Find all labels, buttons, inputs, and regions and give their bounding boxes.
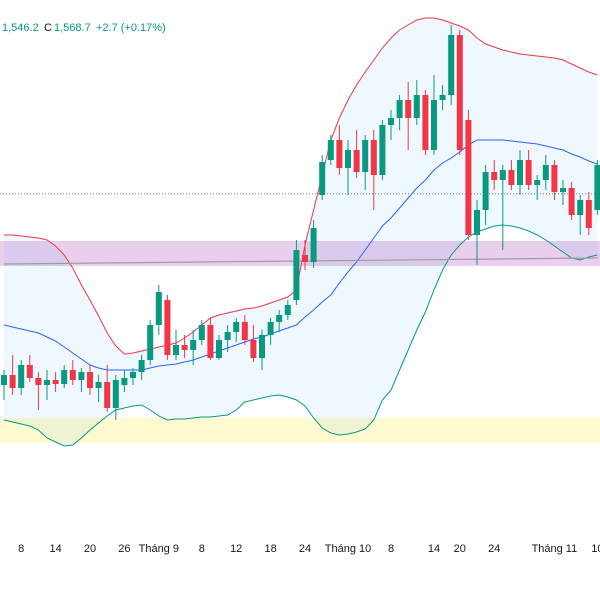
candle-body bbox=[44, 380, 50, 385]
candle-body bbox=[233, 322, 240, 332]
header-change: +2.7 (+0.17%) bbox=[96, 22, 166, 34]
x-tick-label: 24 bbox=[488, 543, 500, 555]
candle-body bbox=[542, 165, 549, 180]
candle-body bbox=[534, 180, 541, 185]
candle-body bbox=[499, 170, 506, 180]
x-tick-label: 18 bbox=[264, 543, 276, 555]
candle-body bbox=[293, 250, 300, 300]
x-tick-label: 14 bbox=[428, 543, 440, 555]
candle-body bbox=[422, 95, 429, 150]
candle-body bbox=[345, 150, 351, 168]
x-tick-label: 20 bbox=[84, 543, 96, 555]
candle-body bbox=[482, 172, 489, 210]
candle-body bbox=[284, 305, 291, 315]
candle-body bbox=[138, 360, 145, 372]
candle-body bbox=[216, 340, 222, 358]
candle-body bbox=[439, 95, 446, 100]
zone bbox=[0, 241, 600, 266]
x-tick-label: 12 bbox=[230, 543, 242, 555]
candle-body bbox=[259, 335, 265, 358]
band-fill bbox=[4, 18, 598, 446]
candle-body bbox=[379, 125, 386, 175]
candle-body bbox=[87, 372, 93, 388]
candle-body bbox=[78, 372, 85, 380]
candle-body bbox=[474, 210, 480, 235]
x-tick-label: 10 bbox=[591, 543, 600, 555]
x-tick-label: Tháng 9 bbox=[139, 543, 179, 555]
candle-body bbox=[353, 150, 360, 172]
candle-body bbox=[267, 322, 274, 335]
candle-body bbox=[173, 345, 179, 355]
candle-body bbox=[551, 165, 558, 192]
candle-body bbox=[336, 140, 343, 168]
candle-body bbox=[198, 325, 205, 340]
candle-body bbox=[276, 315, 283, 322]
candle-body bbox=[52, 380, 59, 384]
candle-body bbox=[250, 340, 257, 358]
candle-body bbox=[155, 292, 162, 325]
band-line bbox=[3, 224, 598, 447]
candle-body bbox=[370, 140, 377, 175]
candle-body bbox=[207, 325, 214, 358]
candle-body bbox=[594, 165, 600, 210]
candle-body bbox=[61, 370, 68, 384]
x-tick-label: 8 bbox=[199, 543, 205, 555]
candle-body bbox=[35, 378, 42, 385]
candle-body bbox=[69, 370, 76, 380]
candle-body bbox=[525, 160, 532, 185]
candle-body bbox=[302, 255, 308, 262]
header-low: 1,546.2 bbox=[2, 22, 39, 34]
candle-body bbox=[413, 95, 420, 118]
candle-body bbox=[388, 118, 394, 125]
candle-body bbox=[431, 100, 437, 150]
candle-body bbox=[465, 120, 472, 235]
candle-body bbox=[104, 382, 111, 408]
band-line bbox=[3, 139, 598, 371]
candle-body bbox=[405, 100, 412, 118]
candle-body bbox=[448, 35, 455, 95]
x-tick-label: 14 bbox=[49, 543, 61, 555]
x-tick-label: 20 bbox=[454, 543, 466, 555]
candle-body bbox=[164, 300, 171, 355]
band-line bbox=[4, 17, 598, 355]
candle-body bbox=[577, 200, 584, 215]
x-tick-label: Tháng 10 bbox=[325, 543, 371, 555]
candle-body bbox=[224, 332, 231, 340]
candle-body bbox=[190, 340, 197, 350]
candle-body bbox=[95, 382, 102, 388]
candle-body bbox=[508, 170, 515, 185]
candle-body bbox=[568, 188, 575, 215]
candle-body bbox=[310, 228, 317, 262]
header-close-label: C bbox=[44, 22, 52, 34]
x-tick-label: 24 bbox=[299, 543, 311, 555]
candle-body bbox=[362, 140, 369, 172]
candle-body bbox=[26, 365, 33, 378]
candle-body bbox=[147, 325, 154, 360]
candle-body bbox=[181, 345, 188, 350]
candle-body bbox=[241, 322, 248, 340]
candle-body bbox=[1, 375, 7, 385]
plot-area bbox=[0, 17, 600, 447]
candle-body bbox=[585, 200, 592, 228]
candle-body bbox=[560, 188, 566, 192]
candle-body bbox=[9, 375, 16, 388]
candle-body bbox=[327, 140, 334, 160]
x-tick-label: 8 bbox=[18, 543, 24, 555]
x-tick-label: Tháng 11 bbox=[532, 543, 578, 555]
candle-body bbox=[319, 162, 326, 195]
candle-body bbox=[517, 160, 523, 185]
candle-body bbox=[18, 365, 25, 388]
candle-body bbox=[121, 378, 128, 385]
x-tick-label: 26 bbox=[118, 543, 130, 555]
candle-body bbox=[396, 100, 403, 118]
trend-line bbox=[3, 257, 598, 265]
candle-body bbox=[130, 372, 136, 378]
candle-body bbox=[491, 172, 498, 180]
header-close: 1,568.7 bbox=[54, 22, 91, 34]
candle-body bbox=[456, 35, 463, 150]
x-tick-label: 8 bbox=[388, 543, 394, 555]
candle-body bbox=[112, 380, 119, 408]
